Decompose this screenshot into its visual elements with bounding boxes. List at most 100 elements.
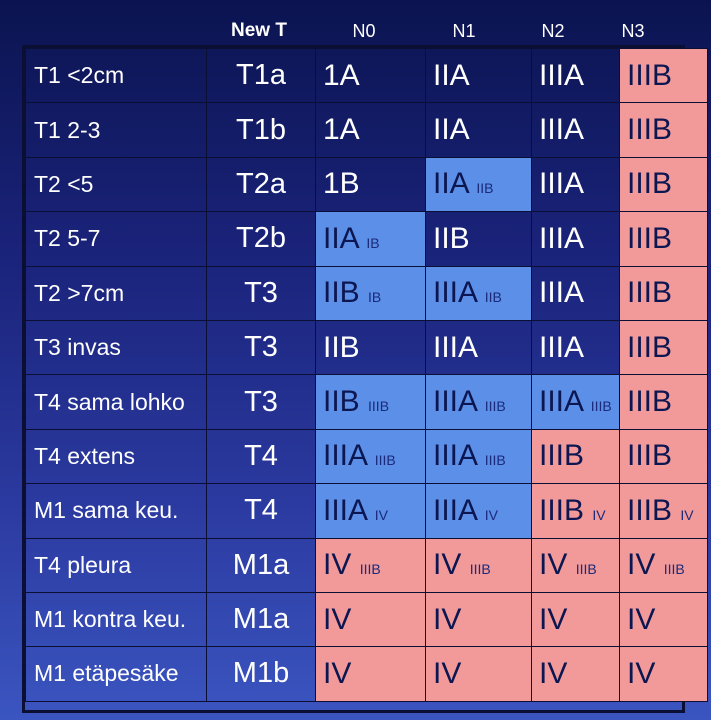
stage-main: IIIA: [433, 493, 477, 527]
stage-sub: IV: [484, 506, 498, 523]
stage-cell-n0: 1A: [315, 47, 426, 104]
stage-cell-n1: IV: [425, 646, 532, 702]
stage-main: IIA: [433, 58, 470, 92]
stage-cell-n2: IIIA: [531, 102, 620, 158]
stage-cell-n3: IIIB: [619, 265, 708, 321]
stage-main: IIA: [433, 113, 470, 147]
stage-cell-n3: IV: [619, 591, 708, 648]
stage-cell-n2: IIIA: [531, 319, 620, 376]
stage-cell-n1: IV: [425, 591, 532, 648]
stage-main: IV: [323, 602, 352, 636]
stage-main: IV: [433, 602, 462, 636]
stage-cell-n2: IV IIIB: [531, 537, 620, 593]
stage-cell-n1: IIA IIB: [425, 156, 532, 213]
stage-main: IIIB: [627, 330, 673, 364]
stage-main: IIIA: [433, 330, 479, 364]
new-t-cell: M1a: [206, 537, 316, 593]
stage-main: IIIA: [539, 221, 585, 255]
row-label: T4 extens: [25, 428, 207, 485]
row-label: T1 2-3: [25, 102, 207, 158]
stage-cell-n2: IIIA: [531, 211, 620, 267]
stage-main: 1A: [323, 113, 360, 147]
stage-main: IIIA: [539, 58, 585, 92]
stage-cell-n3: IV: [619, 646, 708, 702]
stage-main: IIIB: [627, 221, 673, 255]
header-new-t: New T: [231, 20, 287, 41]
stage-main: IIIA: [539, 167, 585, 201]
row-label: T2 <5: [25, 156, 207, 213]
table-row: T1 <2cm T1a 1A IIA IIIA IIIB: [25, 47, 708, 104]
stage-sub: IIB: [484, 289, 502, 306]
new-t-cell: T2b: [206, 211, 316, 267]
row-label: T4 sama lohko: [25, 374, 207, 430]
stage-sub: IV: [374, 506, 388, 523]
stage-main: IIIA: [433, 385, 477, 419]
stage-cell-n0: IIB: [315, 319, 426, 376]
row-label: T2 5-7: [25, 211, 207, 267]
stage-sub: IIB: [476, 180, 494, 197]
stage-sub: IIIB: [469, 561, 491, 578]
new-t-cell: T3: [206, 374, 316, 430]
row-label: T3 invas: [25, 319, 207, 376]
stage-cell-n1: IIIA IV: [425, 483, 532, 539]
row-label: M1 etäpesäke: [25, 646, 207, 702]
stage-main: IIB: [433, 221, 470, 255]
new-t-cell: T4: [206, 428, 316, 485]
stage-main: IV: [627, 602, 656, 636]
stage-main: IIIB: [627, 385, 673, 419]
header-n3: N3: [621, 20, 645, 41]
stage-main: IIIB: [627, 167, 673, 201]
stage-main: IIIA: [539, 113, 585, 147]
table-row: M1 sama keu. T4 IIIA IV IIIA IV IIIB IV IIIB …: [25, 483, 708, 539]
stage-main: IIIB: [627, 439, 673, 473]
stage-cell-n0: IIB IB: [315, 265, 426, 321]
stage-sub: IIIB: [368, 398, 390, 415]
stage-cell-n3: IIIB: [619, 156, 708, 213]
stage-sub: IV: [592, 506, 606, 523]
stage-cell-n1: IIIA IIIB: [425, 428, 532, 485]
stage-cell-n3: IIIB: [619, 102, 708, 158]
stage-cell-n0: IV: [315, 646, 426, 702]
stage-cell-n2: IV: [531, 646, 620, 702]
stage-cell-n3: IIIB: [619, 374, 708, 430]
stage-cell-n0: IIA IB: [315, 211, 426, 267]
new-t-cell: M1b: [206, 646, 316, 702]
header-n2: N2: [541, 20, 565, 41]
stage-cell-n2: IIIA: [531, 156, 620, 213]
stage-sub: IIIB: [484, 452, 506, 469]
stage-sub: IIIB: [374, 452, 396, 469]
stage-main: IIIA: [323, 493, 367, 527]
table-row: T4 sama lohko T3 IIB IIIB IIIA IIIB IIIA III…: [25, 374, 708, 430]
table-row: T3 invas T3 IIB IIIA IIIA IIIB: [25, 319, 708, 376]
stage-cell-n0: 1A: [315, 102, 426, 158]
new-t-cell: T3: [206, 319, 316, 376]
header-n1: N1: [452, 20, 476, 41]
stage-main: IV: [433, 548, 462, 582]
stage-main: IV: [323, 548, 352, 582]
stage-main: IIB: [323, 330, 360, 364]
table-row: M1 etäpesäke M1b IV IV IV IV: [25, 646, 708, 702]
stage-main: IIA: [323, 221, 359, 255]
row-label: M1 sama keu.: [25, 483, 207, 539]
table-row: T4 extens T4 IIIA IIIB IIIA IIIB IIIB IIIB: [25, 428, 708, 485]
row-label: M1 kontra keu.: [25, 591, 207, 648]
stage-main: IV: [433, 656, 462, 690]
stage-main: 1B: [323, 167, 360, 201]
stage-cell-n1: IIIA IIIB: [425, 374, 532, 430]
stage-main: IIIA: [539, 276, 585, 310]
stage-sub: IIIB: [359, 561, 381, 578]
new-t-cell: T2a: [206, 156, 316, 213]
table-row: T1 2-3 T1b 1A IIA IIIA IIIB: [25, 102, 708, 158]
stage-cell-n0: IIIA IIIB: [315, 428, 426, 485]
stage-main: IV: [539, 656, 568, 690]
table-row: T2 <5 T2a 1B IIA IIB IIIA IIIB: [25, 156, 708, 213]
new-t-cell: M1a: [206, 591, 316, 648]
stage-cell-n0: IIB IIIB: [315, 374, 426, 430]
stage-main: IIB: [323, 385, 360, 419]
table-row: T2 5-7 T2b IIA IB IIB IIIA IIIB: [25, 211, 708, 267]
stage-main: IV: [627, 656, 656, 690]
stage-cell-n1: IIA: [425, 47, 532, 104]
header-n0: N0: [352, 20, 376, 41]
stage-main: IV: [627, 548, 656, 582]
stage-cell-n3: IV IIIB: [619, 537, 708, 593]
